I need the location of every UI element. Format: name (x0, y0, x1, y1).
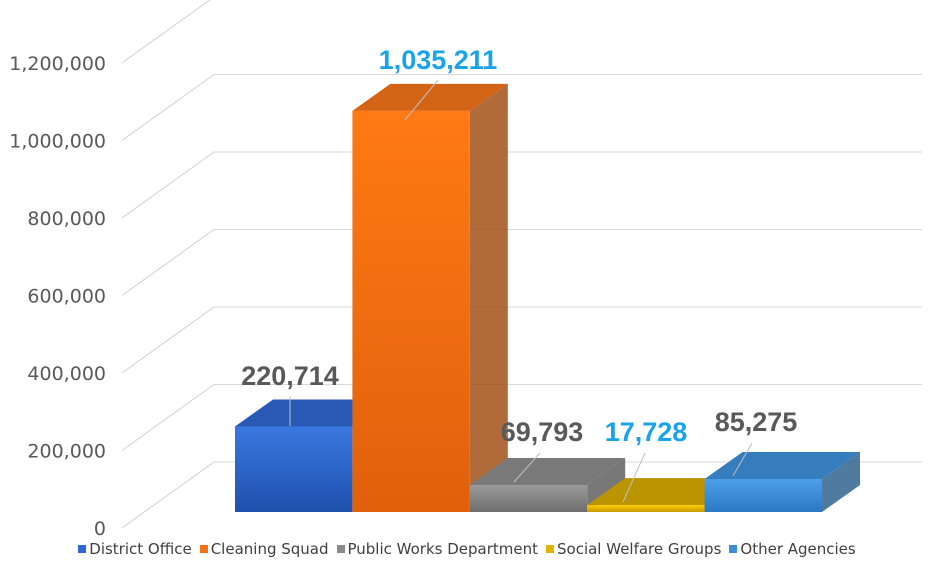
legend-item-cleaning-squad: Cleaning Squad (199, 540, 329, 558)
bar-top-shade (352, 83, 508, 111)
gridline-side (121, 151, 215, 219)
bar-top-shade (587, 478, 743, 506)
gridline-side (121, 74, 215, 141)
legend-swatch-icon (78, 545, 87, 553)
bar (469, 484, 588, 512)
bar-top (235, 399, 391, 427)
legend-swatch-icon (336, 545, 345, 553)
legend-item-social-welfare: Social Welfare Groups (546, 540, 721, 558)
bar-top (587, 478, 743, 506)
legend-swatch-icon (729, 545, 738, 553)
gridline-side (121, 384, 215, 451)
legend-item-district-office: District Office (78, 540, 192, 558)
leader-line (622, 452, 646, 503)
legend-label: Public Works Department (347, 540, 539, 558)
y-tick-label: 0 (94, 518, 106, 540)
legend-swatch-icon (199, 545, 208, 553)
legend-label: District Office (89, 540, 192, 558)
legend-item-other-agencies: Other Agencies (729, 540, 856, 558)
data-label: 1,035,211 (379, 45, 498, 75)
bar-side-shade (469, 83, 508, 512)
bar (235, 426, 353, 512)
bar-top (352, 83, 508, 111)
gridline-side (121, 0, 211, 64)
legend-swatch-icon (546, 545, 554, 553)
legend: District Office Cleaning Squad Public Wo… (0, 538, 934, 560)
y-tick-label: 1,200,000 (9, 53, 106, 75)
gridline-side (121, 461, 215, 529)
data-label: 85,275 (715, 407, 798, 437)
y-tick-label: 400,000 (27, 363, 106, 385)
data-label: 220,714 (241, 361, 339, 391)
bar-top-shade (469, 457, 626, 485)
legend-label: Other Agencies (740, 540, 856, 558)
bar (704, 478, 822, 512)
y-tick-label: 200,000 (27, 441, 106, 463)
leader-line (513, 452, 541, 483)
bar-top-shade (235, 399, 391, 427)
data-label: 17,728 (605, 417, 688, 447)
bar (352, 110, 470, 512)
gridline-side (121, 306, 215, 374)
bar-side (469, 83, 508, 512)
gridline-side (121, 229, 215, 296)
bar-side (822, 451, 860, 512)
bar-side-shade (822, 451, 860, 512)
legend-label: Social Welfare Groups (557, 540, 722, 558)
y-tick-label: 800,000 (27, 208, 106, 230)
y-tick-label: 600,000 (27, 286, 106, 308)
bar (587, 505, 705, 512)
legend-label: Cleaning Squad (210, 540, 329, 558)
legend-item-public-works: Public Works Department (336, 540, 539, 558)
leader-line (404, 79, 439, 121)
data-label: 69,793 (501, 417, 584, 447)
y-tick-label: 1,000,000 (9, 131, 106, 153)
leader-line (732, 442, 753, 477)
bar-top (469, 457, 626, 485)
